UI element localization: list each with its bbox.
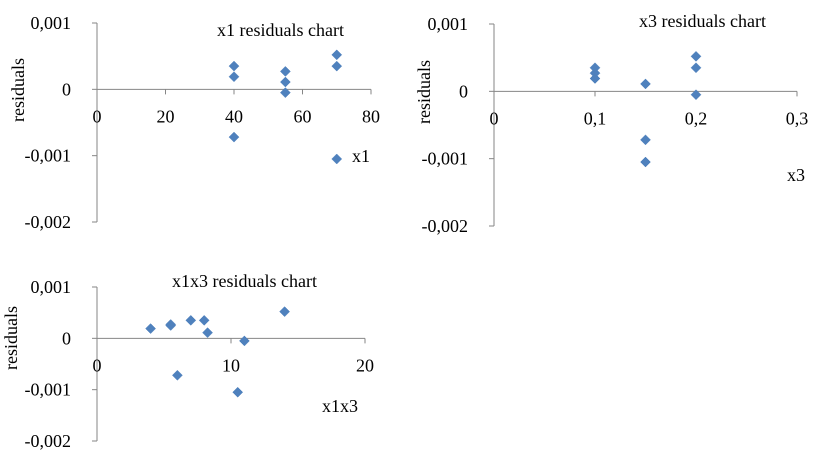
x-tick-label: 20 (157, 106, 175, 126)
y-axis-label: residuals (8, 58, 28, 122)
data-point (172, 369, 183, 381)
data-point (690, 89, 702, 101)
data-point (331, 153, 343, 165)
data-point (145, 323, 156, 334)
data-point (228, 71, 240, 83)
y-tick-label: -0,001 (422, 149, 469, 169)
data-point (228, 131, 240, 143)
y-tick-label: -0,001 (25, 146, 72, 166)
y-tick-label: -0,002 (25, 431, 72, 451)
data-point (239, 335, 250, 347)
x-tick-label: 60 (294, 106, 312, 126)
data-point (280, 76, 291, 88)
x-tick-label: 20 (356, 355, 374, 375)
chart-title: x1x3 residuals chart (172, 271, 317, 291)
x-axis-label: x1x3 (322, 396, 358, 416)
data-point (640, 78, 651, 90)
x3-residuals-chart: 0,001 0 -0,001 -0,002 0 0,1 0,2 0,3 x3 residuals… (414, 11, 808, 236)
data-point (331, 60, 343, 72)
x1-residuals-chart: 0,001 0 -0,001 -0,002 0 20 40 60 80 x1 residuals … (8, 13, 380, 232)
data-point (280, 87, 291, 99)
x-tick-label: 10 (222, 355, 240, 375)
y-tick-label: -0,002 (422, 216, 469, 236)
chart-title: x3 residuals chart (639, 11, 766, 31)
data-point (228, 60, 240, 72)
data-point (589, 73, 601, 84)
data-point (690, 62, 702, 74)
data-point (198, 315, 210, 326)
data-point (690, 50, 702, 62)
data-point (640, 156, 651, 168)
x-tick-label: 0 (490, 108, 499, 128)
data-point (165, 320, 177, 331)
x-tick-label: 0,1 (584, 108, 607, 128)
y-tick-label: 0,001 (31, 13, 72, 33)
x-tick-label: 80 (362, 106, 380, 126)
x-tick-label: 0 (93, 355, 102, 375)
y-axis-label: residuals (1, 306, 21, 370)
y-tick-label: 0 (62, 79, 71, 99)
data-point (640, 134, 651, 146)
y-tick-label: 0,001 (428, 14, 469, 34)
x-tick-label: 0,2 (685, 108, 708, 128)
y-axis-label: residuals (414, 60, 434, 124)
chart-title: x1 residuals chart (217, 20, 344, 40)
y-tick-label: -0,001 (25, 380, 72, 400)
y-tick-label: 0,001 (31, 277, 72, 297)
data-point (185, 315, 197, 326)
data-point (331, 49, 343, 61)
y-tick-label: -0,002 (25, 212, 72, 232)
x-axis-label: x1 (352, 146, 370, 166)
x-axis-label: x3 (787, 165, 805, 185)
x1x3-residuals-chart: 0,001 0 -0,001 -0,002 0 10 20 x1x3 residuals ch… (1, 271, 374, 451)
x-tick-label: 40 (225, 106, 243, 126)
y-tick-label: 0 (459, 81, 468, 101)
data-point (279, 306, 290, 317)
data-point (280, 66, 291, 77)
data-point (202, 327, 213, 339)
y-tick-label: 0 (62, 328, 71, 348)
x-tick-label: 0 (93, 106, 102, 126)
data-point (232, 386, 244, 398)
x-tick-label: 0,3 (786, 108, 809, 128)
